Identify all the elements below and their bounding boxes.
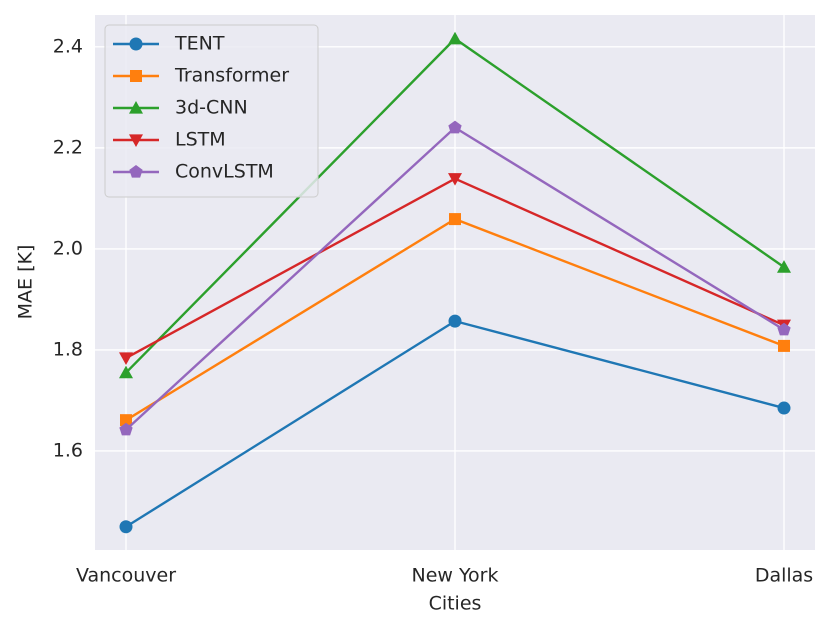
- data-point: [777, 401, 791, 415]
- data-point: [777, 260, 791, 273]
- y-tick-label: 2.2: [53, 136, 83, 158]
- data-point: [119, 352, 133, 366]
- data-point: [448, 173, 462, 186]
- data-point: [778, 339, 790, 352]
- legend: TENT Transformer 3d-CNN LSTM ConvLSTM: [104, 24, 319, 198]
- data-point: [448, 120, 462, 134]
- legend-marker: [129, 101, 143, 114]
- data-point: [777, 322, 791, 336]
- legend-marker: [130, 70, 142, 82]
- data-point: [448, 314, 462, 328]
- y-tick-label: 2.4: [53, 35, 83, 57]
- x-tick-label: Dallas: [755, 565, 813, 587]
- x-tick-label: New York: [411, 565, 498, 587]
- y-tick-label: 1.8: [53, 338, 83, 360]
- legend-marker: [129, 134, 143, 147]
- data-point: [119, 365, 133, 379]
- data-point: [119, 422, 133, 436]
- data-point: [119, 520, 133, 534]
- legend-label: TENT: [174, 33, 225, 55]
- y-tick-label: 1.6: [53, 439, 83, 461]
- data-point: [448, 31, 462, 45]
- legend-label: 3d-CNN: [175, 97, 248, 119]
- legend-box: [104, 24, 319, 198]
- x-axis-label: Cities: [429, 593, 482, 615]
- legend-marker: [129, 165, 143, 178]
- data-point: [449, 213, 461, 226]
- legend-label: ConvLSTM: [175, 161, 274, 183]
- data-point: [120, 414, 132, 427]
- legend-marker: [129, 37, 143, 51]
- legend-label: LSTM: [175, 129, 226, 151]
- y-tick-label: 2.0: [53, 237, 83, 259]
- y-axis-label: MAE [K]: [15, 245, 37, 320]
- x-tick-label: Vancouver: [76, 565, 176, 587]
- legend-label: Transformer: [174, 65, 289, 87]
- lines: [119, 31, 791, 534]
